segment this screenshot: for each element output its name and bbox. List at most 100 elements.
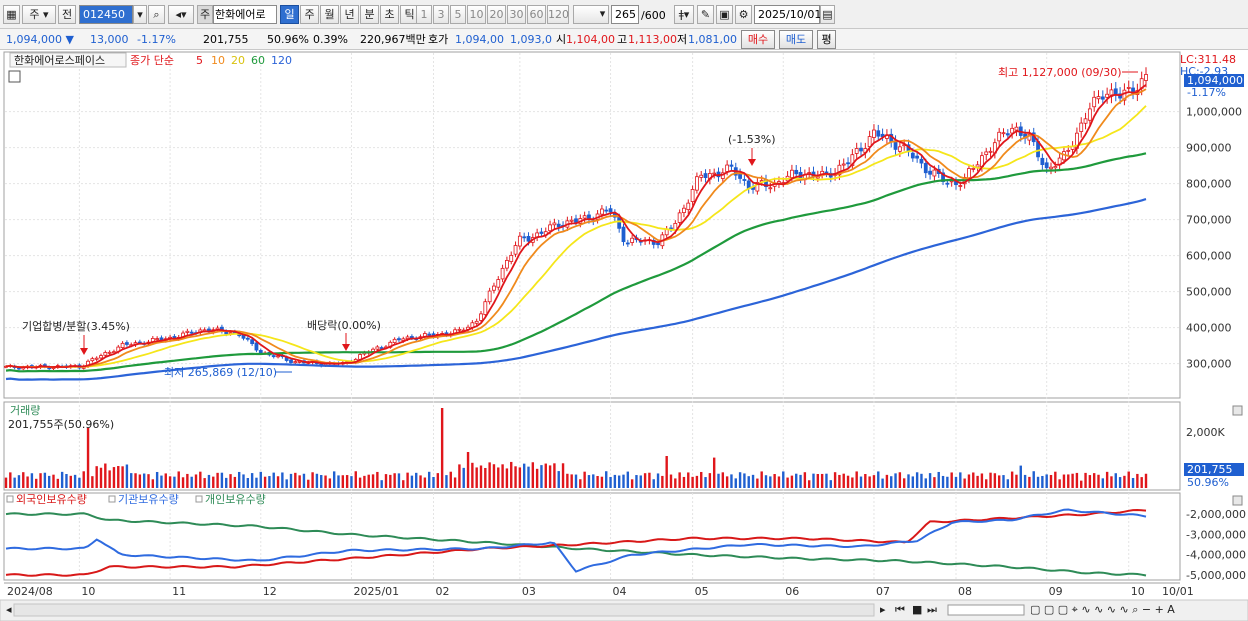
current-price: 1,094,000 ▼ <box>6 33 74 46</box>
period-button-1[interactable]: 주 <box>300 5 319 24</box>
bar-count-input[interactable]: 265 <box>611 5 639 24</box>
code-dropdown-icon[interactable]: ▾ <box>133 5 147 24</box>
stock-code-input[interactable]: 012450 <box>79 5 133 24</box>
interval-button-5[interactable]: 5 <box>450 5 466 24</box>
volume-bar <box>216 472 219 488</box>
volume-bar <box>190 476 193 488</box>
ma60-label: 60 <box>251 54 265 67</box>
volume-bar <box>890 476 893 488</box>
high-label: 고 <box>617 33 628 46</box>
volume-bar <box>1092 473 1096 488</box>
volume-bar <box>954 476 958 488</box>
interval-button-120[interactable]: 120 <box>547 5 569 24</box>
holdings-close-icon[interactable] <box>1232 495 1243 506</box>
volume-bar <box>471 462 474 488</box>
low-label: 저 <box>677 33 688 46</box>
candle-body <box>941 172 945 182</box>
grid-toggle-icon[interactable] <box>8 70 21 83</box>
eval-button[interactable]: 평 <box>817 30 836 49</box>
stock-name-field[interactable]: 한화에어로 <box>213 5 277 24</box>
scroll-left-icon[interactable]: ◂ <box>6 603 12 616</box>
x-tick-label: 03 <box>522 585 536 598</box>
volume-bar <box>946 476 949 488</box>
candle-body <box>729 164 734 167</box>
candle-body <box>517 235 522 247</box>
ma20-line <box>5 105 1147 369</box>
legend-individual: 개인보유수량 <box>205 493 266 506</box>
scroll-right-icon[interactable]: ▸ <box>880 603 886 616</box>
zoom-slider[interactable] <box>947 604 1025 616</box>
search-icon[interactable]: ⌕ <box>148 5 165 24</box>
volume-bar <box>212 476 215 488</box>
candle-body <box>1100 96 1105 100</box>
volume-bar <box>669 474 673 488</box>
speaker-icon[interactable]: ◂▾ <box>168 5 194 24</box>
candle-body <box>971 167 976 170</box>
volume-bar <box>281 472 284 488</box>
gear-icon[interactable]: ⚙ <box>735 5 752 24</box>
buy-button[interactable]: 매수 <box>741 30 775 49</box>
calendar-icon[interactable]: ▤ <box>820 5 835 24</box>
candle-body <box>500 267 505 280</box>
interval-button-60[interactable]: 60 <box>527 5 546 24</box>
period-button-4[interactable]: 분 <box>360 5 379 24</box>
interval-button-10[interactable]: 10 <box>467 5 486 24</box>
draw-tool-icon[interactable]: ✎ <box>697 5 714 24</box>
candle-body <box>625 242 630 245</box>
candle-body <box>1087 108 1092 121</box>
volume-bar <box>807 480 811 488</box>
volume-bar <box>518 467 522 488</box>
candle-type-icon[interactable]: ǂ▾ <box>674 5 694 24</box>
volume-bar <box>350 476 353 488</box>
period-button-2[interactable]: 월 <box>320 5 339 24</box>
stop-icon[interactable]: ■ <box>912 603 922 616</box>
volume-bar <box>617 475 621 488</box>
volume-close-icon[interactable] <box>1232 405 1243 416</box>
all-button[interactable]: 전 <box>58 5 76 24</box>
volume-bar <box>959 472 962 488</box>
volume-bar <box>730 474 733 488</box>
volume-bar <box>712 457 716 488</box>
ma5-label: 5 <box>196 54 203 67</box>
volume-bar <box>263 476 267 488</box>
blank-dropdown-icon[interactable]: ▾ <box>599 7 606 20</box>
volume-bar <box>505 468 509 488</box>
period-button-5[interactable]: 초 <box>380 5 399 24</box>
volume-bar <box>367 474 370 488</box>
period-button-3[interactable]: 년 <box>340 5 359 24</box>
volume-bar <box>117 466 120 488</box>
interval-button-1[interactable]: 1 <box>416 5 432 24</box>
sell-button[interactable]: 매도 <box>779 30 813 49</box>
volume-bar <box>682 476 686 488</box>
open-price: 1,104,00 <box>566 33 615 46</box>
stock-chart[interactable]: 1,000,000 900,000 800,000 700,000 600,000 500… <box>0 50 1248 621</box>
tool-icons[interactable]: ▢ ▢ ▢ ⌖ ∿ ∿ ∿ ∿ ⌕ − + A <box>1030 603 1175 616</box>
volume-bar <box>989 472 992 488</box>
volume-bar <box>250 473 254 488</box>
save-icon[interactable]: ▣ <box>716 5 733 24</box>
chart-menu-icon[interactable]: ▦ <box>3 5 20 24</box>
date-input[interactable]: 2025/10/01 <box>754 5 821 24</box>
scroll-track[interactable] <box>13 603 875 617</box>
volume-bar <box>78 477 81 488</box>
volume-bar <box>358 477 362 488</box>
volume-bar <box>833 472 837 488</box>
interval-button-3[interactable]: 3 <box>433 5 449 24</box>
interval-button-30[interactable]: 30 <box>507 5 526 24</box>
high-annotation: 최고 1,127,000 (09/30) <box>998 66 1122 79</box>
candle-body <box>988 150 993 153</box>
volume-bar <box>691 476 694 488</box>
blank-select[interactable] <box>573 5 609 24</box>
market-type-select[interactable]: 주 ▾ <box>22 5 56 24</box>
volume-bar <box>894 473 897 488</box>
interval-button-20[interactable]: 20 <box>487 5 506 24</box>
volume-bar <box>415 472 418 488</box>
volume-bar <box>613 474 617 488</box>
rewind-icon[interactable]: ⏮ <box>895 603 905 616</box>
volume-bar <box>941 475 945 488</box>
period-button-0[interactable]: 일 <box>280 5 299 24</box>
volume-bar <box>112 467 116 488</box>
foreign-line <box>5 508 1147 577</box>
forward-icon[interactable]: ⏭ <box>927 603 937 616</box>
candle-body <box>656 242 660 246</box>
